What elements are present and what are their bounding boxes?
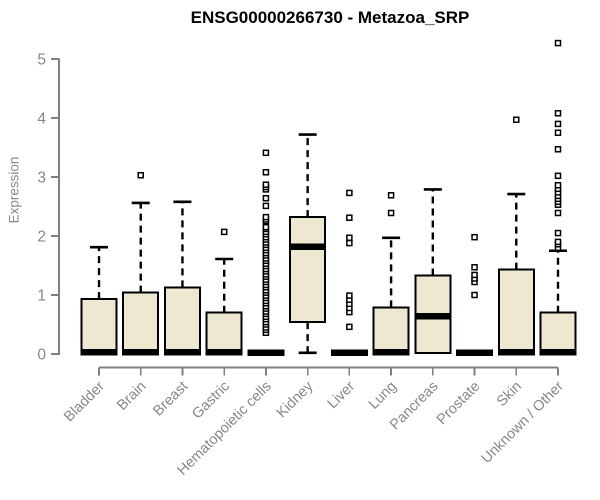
box-lung bbox=[372, 306, 410, 356]
median-lung bbox=[372, 349, 410, 356]
box-brain bbox=[122, 291, 160, 356]
outlier-point-liver bbox=[346, 189, 353, 197]
outlier-point-gastric bbox=[220, 228, 228, 236]
outlier-point-unknown-other bbox=[554, 129, 562, 136]
outlier-point-unknown-other bbox=[554, 120, 562, 128]
outlier-point-unknown-other bbox=[554, 238, 562, 246]
outlier-point-hematopoietic-cells bbox=[262, 194, 270, 202]
y-tick-label: 4 bbox=[37, 111, 46, 128]
box-kidney bbox=[289, 216, 327, 324]
y-axis-title: Expression bbox=[6, 156, 22, 224]
outlier-point-hematopoietic-cells bbox=[262, 169, 270, 176]
median-skin bbox=[497, 349, 535, 356]
outlier-point-unknown-other bbox=[554, 229, 562, 237]
outlier-point-liver bbox=[346, 292, 353, 299]
outlier-point-prostate bbox=[471, 271, 478, 279]
x-tick-label-bladder: Bladder bbox=[61, 378, 108, 425]
outlier-point-prostate bbox=[471, 264, 478, 271]
y-tick-label: 5 bbox=[37, 52, 46, 69]
outlier-point-hematopoietic-cells bbox=[262, 213, 270, 221]
chart-title: ENSG00000266730 - Metazoa_SRP bbox=[190, 8, 470, 27]
x-tick-label-skin: Skin bbox=[494, 379, 525, 410]
x-tick-label-prostate: Prostate bbox=[434, 379, 483, 428]
box-skin bbox=[497, 268, 535, 356]
outlier-point-skin bbox=[513, 116, 520, 124]
y-tick-label: 0 bbox=[37, 347, 46, 364]
outlier-point-lung bbox=[387, 192, 395, 199]
x-tick-label-lung: Lung bbox=[366, 379, 400, 413]
outlier-point-unknown-other bbox=[554, 146, 562, 153]
outlier-point-brain bbox=[137, 171, 144, 179]
median-bladder bbox=[80, 349, 118, 356]
box-gastric bbox=[205, 311, 243, 356]
box-bladder bbox=[80, 298, 118, 356]
median-hematopoietic-cells bbox=[247, 349, 285, 357]
median-prostate bbox=[456, 349, 494, 357]
median-kidney bbox=[289, 243, 327, 250]
median-unknown-other bbox=[539, 349, 577, 356]
outlier-point-liver bbox=[346, 239, 353, 247]
outlier-point-liver bbox=[346, 234, 353, 242]
outlier-point-liver bbox=[346, 323, 353, 331]
outlier-point-prostate bbox=[471, 233, 478, 241]
outlier-point-lung bbox=[387, 209, 395, 217]
y-tick-label: 3 bbox=[37, 170, 46, 187]
outlier-point-unknown-other bbox=[554, 182, 562, 189]
median-gastric bbox=[205, 349, 243, 356]
x-tick-label-liver: Liver bbox=[325, 378, 359, 412]
outlier-point-unknown-other bbox=[554, 172, 562, 180]
x-tick-label-brain: Brain bbox=[114, 379, 149, 414]
outlier-point-hematopoietic-cells bbox=[262, 149, 270, 157]
y-tick-label: 1 bbox=[37, 288, 46, 305]
outlier-point-hematopoietic-cells bbox=[262, 181, 270, 188]
outlier-point-hematopoietic-cells bbox=[262, 223, 270, 231]
outlier-point-liver bbox=[346, 214, 353, 221]
outlier-point-unknown-other bbox=[554, 39, 562, 47]
y-tick-label: 2 bbox=[37, 229, 46, 246]
median-brain bbox=[122, 349, 160, 356]
outlier-point-hematopoietic-cells bbox=[262, 202, 270, 210]
median-pancreas bbox=[414, 313, 452, 320]
outlier-point-prostate bbox=[471, 291, 478, 299]
x-tick-label-breast: Breast bbox=[150, 379, 191, 420]
box-breast bbox=[163, 286, 201, 355]
median-liver bbox=[330, 349, 368, 357]
outlier-point-unknown-other bbox=[554, 209, 562, 217]
outlier-point-unknown-other bbox=[554, 110, 562, 117]
x-tick-label-kidney: Kidney bbox=[274, 378, 317, 421]
median-breast bbox=[163, 349, 201, 356]
box-unknown-other bbox=[539, 311, 577, 356]
